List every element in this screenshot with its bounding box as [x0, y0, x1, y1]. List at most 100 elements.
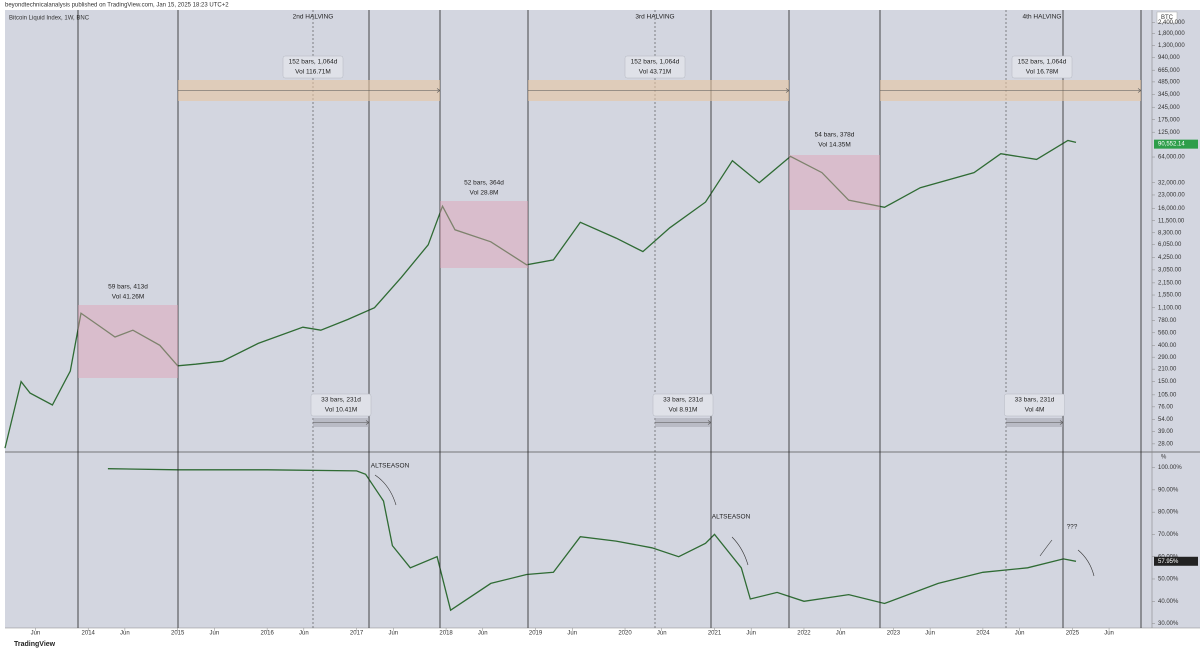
y-tick-label: 210.00 [1158, 367, 1177, 373]
y-tick-label: 780.00 [1158, 318, 1177, 324]
x-tick-label: Jun [1015, 631, 1025, 637]
measure-label: Vol 16.78M [1026, 69, 1059, 76]
y-tick-label: 11,500.00 [1158, 218, 1185, 224]
legend-title: Bitcoin Liquid Index, 1W, BNC [9, 16, 90, 22]
y-tick-label: 940,000 [1158, 55, 1180, 61]
header: beyondtechnicalanalysis published on Tra… [5, 3, 229, 9]
y-tick-label: 485,000 [1158, 79, 1180, 85]
x-tick-label: Jun [299, 631, 309, 637]
y-tick-label: 80.00% [1158, 510, 1179, 516]
x-tick-label: Jun [1104, 631, 1114, 637]
y-tick-label: 32,000.00 [1158, 180, 1185, 186]
x-tick-label: 2022 [797, 631, 811, 637]
halving-label: 2nd HALVING [293, 14, 334, 21]
y-tick-label: 290.00 [1158, 355, 1177, 361]
y-tick-label: 50.00% [1158, 577, 1179, 583]
measure-label: 59 bars, 413d [108, 284, 148, 291]
y-tick-label: 245,000 [1158, 105, 1180, 111]
y-tick-label: 90.00% [1158, 487, 1179, 493]
y-tick-label: 1,300,000 [1158, 43, 1185, 49]
x-tick-label: 2017 [350, 631, 364, 637]
y-tick-label: 560.00 [1158, 330, 1177, 336]
annotation-arrow [731, 536, 749, 566]
x-tick-label: 2016 [260, 631, 274, 637]
x-tick-label: Jun [657, 631, 667, 637]
annotation-arrow [1077, 549, 1095, 577]
chart-area [5, 10, 1200, 628]
y-tick-label: 30.00% [1158, 621, 1179, 627]
last-value-box [1154, 139, 1198, 149]
arrow-head [365, 420, 370, 425]
measure-label: Vol 43.71M [639, 69, 672, 76]
measure-label: 152 bars, 1,064d [631, 59, 680, 66]
y-tick-label: 1,100.00 [1158, 305, 1182, 311]
y-tick-label: 3,050.00 [1158, 267, 1182, 273]
measure-label-box [1011, 55, 1073, 79]
measure-label: 33 bars, 231d [321, 397, 361, 404]
halving-label: 3rd HALVING [635, 14, 674, 21]
measure-label: Vol 28.8M [470, 190, 499, 197]
x-tick-label: 2018 [439, 631, 453, 637]
y-tick-label: 39.00 [1158, 429, 1174, 435]
measure-label-box [624, 55, 686, 79]
price-line [4, 139, 1077, 449]
price-line [107, 468, 1077, 612]
measure-label: 52 bars, 364d [464, 180, 504, 187]
measure-label: 54 bars, 378d [815, 132, 855, 139]
x-tick-label: 2023 [887, 631, 901, 637]
x-tick-label: Jun [31, 631, 41, 637]
measure-label-box [652, 393, 714, 417]
x-tick-label: Jun [746, 631, 756, 637]
y-tick-label: 400.00 [1158, 343, 1177, 349]
y-tick-label: 28.00 [1158, 441, 1174, 447]
y-tick-label: 4,250.00 [1158, 255, 1182, 261]
arrow-head [707, 420, 712, 425]
y-tick-label: 8,300.00 [1158, 230, 1182, 236]
measure-label: 152 bars, 1,064d [1018, 59, 1067, 66]
x-tick-label: Jun [836, 631, 846, 637]
measure-label: Vol 10.41M [325, 407, 358, 414]
x-tick-label: 2025 [1066, 631, 1080, 637]
y-tick-label: 150.00 [1158, 379, 1177, 385]
measure-label-box [310, 393, 372, 417]
measure-label: 152 bars, 1,064d [289, 59, 338, 66]
measure-range [789, 155, 880, 210]
measure-label-box [1004, 393, 1065, 417]
y-tick-label: 175,000 [1158, 117, 1180, 123]
x-tick-label: 2015 [171, 631, 185, 637]
y-tick-label: 76.00 [1158, 404, 1174, 410]
annotation-arrow [1039, 539, 1053, 557]
x-tick-label: 2020 [618, 631, 632, 637]
last-value-label: 90,552.14 [1158, 142, 1185, 148]
y-tick-label: 64,000.00 [1158, 155, 1185, 161]
x-tick-label: Jun [925, 631, 935, 637]
x-tick-label: 2019 [529, 631, 543, 637]
y-tick-label: 16,000.00 [1158, 206, 1185, 212]
measure-range [440, 201, 528, 268]
y-tick-label: 54.00 [1158, 417, 1174, 423]
unit-box [1156, 11, 1178, 24]
unit-label: % [1161, 455, 1167, 461]
measure-label-box [282, 55, 344, 79]
y-tick-label: 23,000.00 [1158, 193, 1185, 199]
y-tick-label: 2,150.00 [1158, 280, 1182, 286]
measure-label: Vol 4M [1025, 407, 1045, 414]
y-tick-label: 40.00% [1158, 599, 1179, 605]
measure-label: Vol 14.35M [818, 142, 851, 149]
measure-range [78, 305, 178, 378]
x-tick-label: Jun [388, 631, 398, 637]
arrow-head [1137, 88, 1142, 93]
y-tick-label: 105.00 [1158, 392, 1177, 398]
y-tick-label: 345,000 [1158, 92, 1180, 98]
measure-label: 33 bars, 231d [1015, 397, 1055, 404]
y-tick-label: 2,400,000 [1158, 20, 1185, 26]
arrow-head [785, 88, 790, 93]
measure-label: Vol 116.71M [295, 69, 331, 76]
x-tick-label: Jun [567, 631, 577, 637]
x-tick-label: 2024 [976, 631, 990, 637]
annotation: ??? [1067, 524, 1078, 531]
y-tick-label: 6,050.00 [1158, 242, 1182, 248]
measure-label: Vol 41.26M [112, 294, 145, 301]
unit-label: BTC [1161, 15, 1174, 21]
x-tick-label: 2021 [708, 631, 722, 637]
